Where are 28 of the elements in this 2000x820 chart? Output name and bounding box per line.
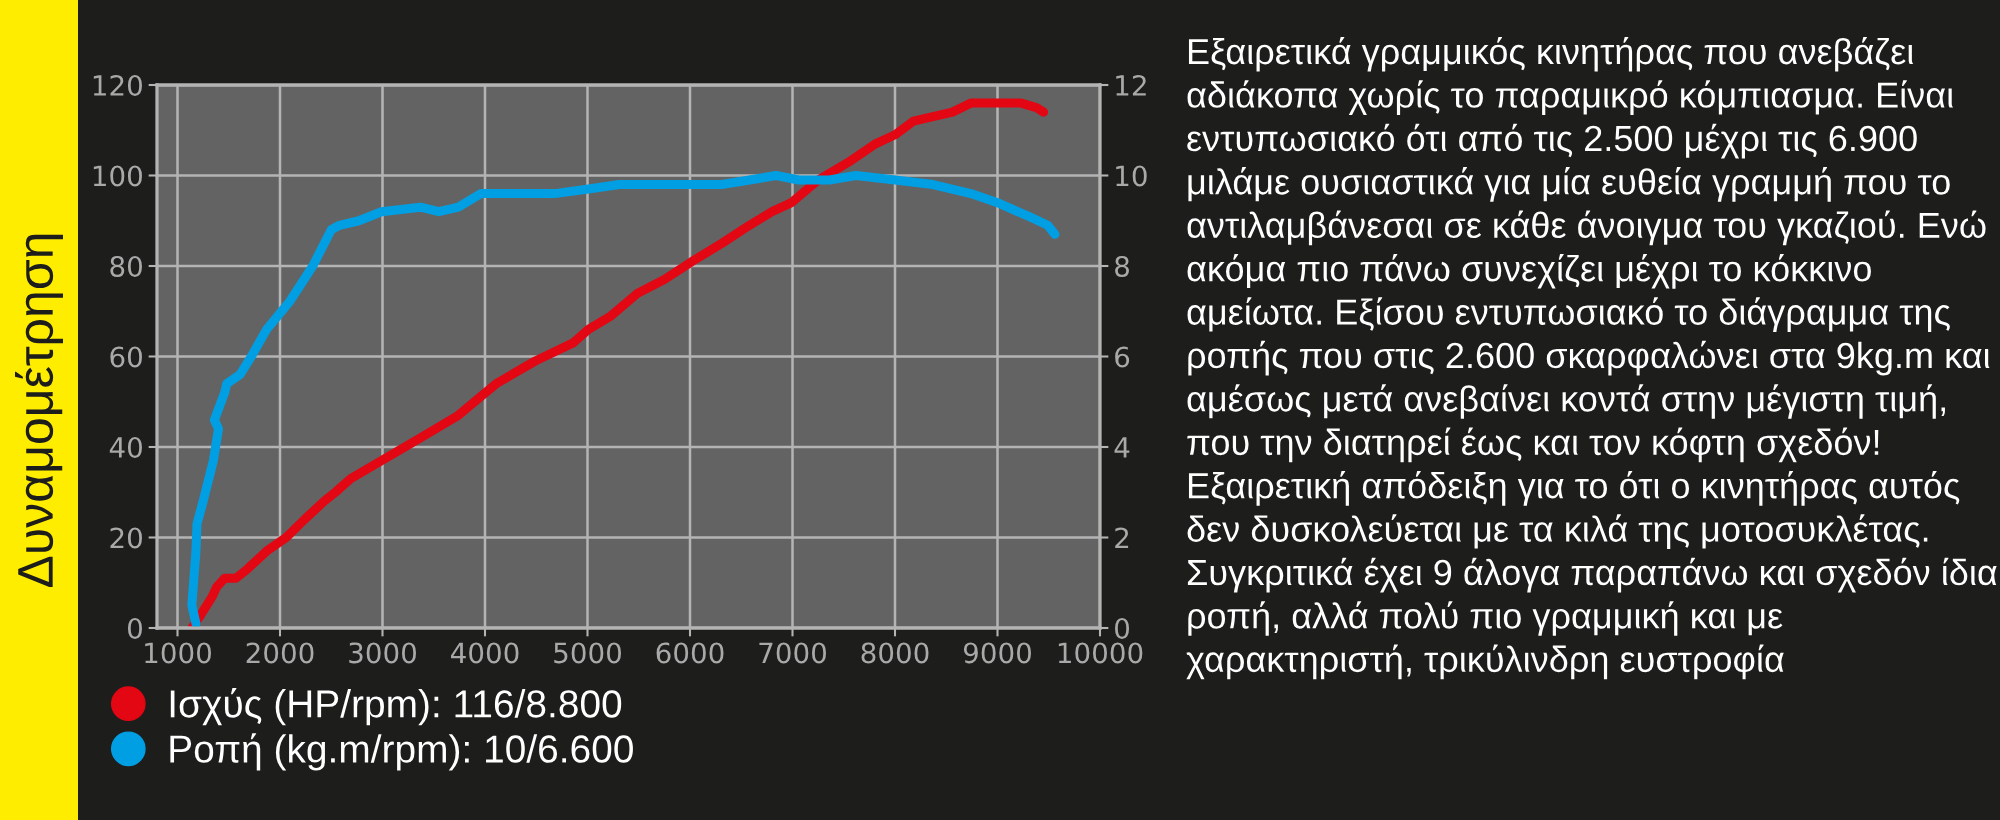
y-tick-label: 100 xyxy=(93,165,142,187)
text: Εξαιρετικά γραμμικός κινητήρας που ανεβάζει αδιάκοπα χωρίς το παραμικρό κόμπιασμα. Είναι εντυπωσιακό ότι από τις 2.500 μέχρι τις 6.900 μιλάμε ουσιαστικά για μία ευθεία γραμμή που το αντιλαμβάνεσαι σε κάθε άνοιγμα του γκαζιού. Ενώ ακόμα πιο πάνω συνεχίζει μέχρι το κόκκινο αμείωτα. Εξίσου εντυπωσιακό το διάγραμμα της ροπής που στις 2.600 σκαρφαλώνει στα 9kg.m και αμέσως μετά ανεβαίνει κοντά στην μέγιστη τιμή, που την διατηρεί έως και τον κόφτη σχεδόν! Εξαιρετική απόδειξη για το ότι ο κινητήρας αυτός δεν δυσκολεύεται με τα κιλά της μοτοσυκλέτας. Συγκριτικά έχει 9 άλογα παραπάνω και σχεδόν ίδια ροπή, αλλά πολύ πιο γραμμική και με χαρακτηριστή, τρικύλινδρη ευστροφία xyxy=(1186,36,1997,680)
x-tick-label: 5000 xyxy=(554,642,621,664)
legend-label: Ροπή (kg.m/rpm): 10/6.600 xyxy=(170,733,633,771)
x-tick-label: 4000 xyxy=(451,642,519,664)
y2-tick-label: 0 xyxy=(1115,617,1130,639)
y2-tick-label: 4 xyxy=(1114,437,1130,458)
legend-label: Ισχύς (HP/rpm): 116/8.800 xyxy=(170,688,622,726)
x-tick-label: 8000 xyxy=(861,642,929,664)
x-tick-label: 2000 xyxy=(246,642,314,664)
x-tick-label: 10000 xyxy=(1058,642,1143,664)
y-tick-label: 40 xyxy=(109,436,142,458)
x-tick-label: 6000 xyxy=(656,642,724,664)
y-tick-label: 60 xyxy=(110,346,142,368)
y-tick-label: 80 xyxy=(110,255,142,277)
x-tick-label: 3000 xyxy=(349,642,416,664)
x-tick-label: 7000 xyxy=(759,642,826,664)
y2-tick-label: 10 xyxy=(1116,165,1147,187)
x-tick-label: 1000 xyxy=(145,642,211,664)
text: Δυναμομέτρηση xyxy=(14,234,64,588)
x-tick-label: 9000 xyxy=(963,642,1031,664)
y2-tick-label: 12 xyxy=(1116,74,1146,96)
y-tick-label: 120 xyxy=(93,74,142,96)
y2-tick-label: 2 xyxy=(1115,527,1129,549)
y-tick-label: 0 xyxy=(127,617,142,639)
y2-tick-label: 8 xyxy=(1115,255,1129,277)
y-tick-label: 20 xyxy=(110,527,142,549)
y2-tick-label: 6 xyxy=(1115,346,1130,368)
